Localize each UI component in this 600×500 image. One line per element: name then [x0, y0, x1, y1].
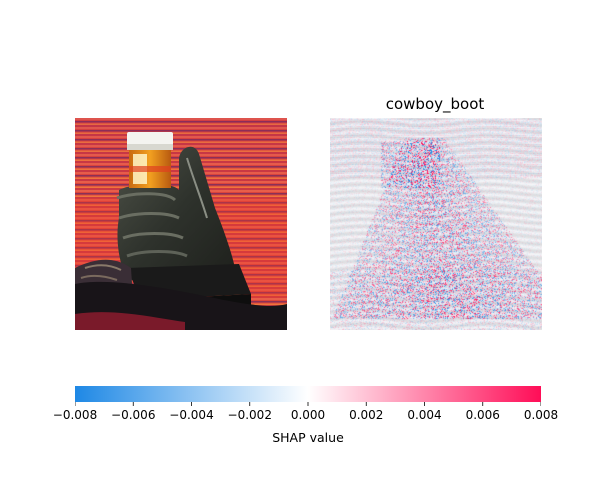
- colorbar-tick-label: 0.004: [407, 408, 442, 422]
- colorbar-tick-label: 0.006: [465, 408, 500, 422]
- colorbar-tick-label: −0.004: [169, 408, 214, 422]
- colorbar-tick-label: 0.008: [523, 408, 559, 422]
- colorbar-tick-label: −0.006: [111, 408, 156, 422]
- input-photo: [75, 118, 287, 330]
- heatmap-title: cowboy_boot: [385, 95, 485, 113]
- colorbar-tick-label: −0.008: [52, 408, 98, 422]
- colorbar: [75, 386, 541, 406]
- colorbar-label: SHAP value: [272, 430, 344, 445]
- colorbar-gradient: [75, 386, 541, 402]
- colorbar-tick-label: −0.002: [227, 408, 272, 422]
- colorbar-tick-label: 0.000: [290, 408, 326, 422]
- shap-heatmap: [330, 118, 542, 330]
- colorbar-tick-label: 0.002: [349, 408, 384, 422]
